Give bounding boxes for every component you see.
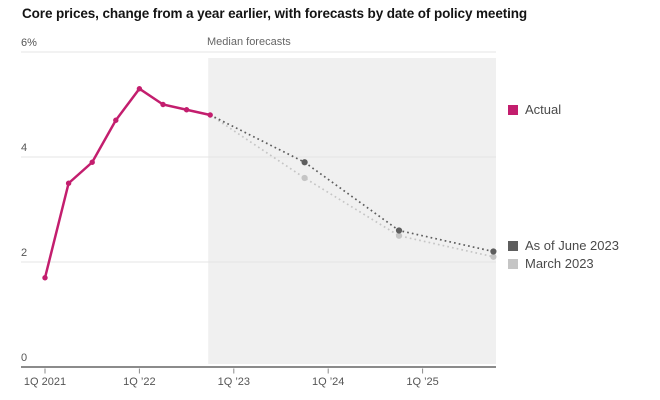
y-axis-label: 6% [21, 37, 37, 49]
x-axis-label: 1Q ’25 [406, 376, 439, 388]
data-point-actual [65, 180, 72, 186]
legend-label-march-2023: March 2023 [525, 256, 594, 271]
y-axis-label: 0 [21, 352, 28, 364]
data-point-actual [160, 101, 166, 108]
series-line-as-of-june-2023 [209, 114, 494, 253]
data-point-as-of-june-2023 [490, 248, 497, 255]
data-point-as-of-june-2023 [395, 227, 403, 234]
data-point-actual [136, 86, 143, 92]
data-point-actual [42, 275, 48, 281]
x-axis-label: 1Q ’24 [311, 376, 345, 388]
series-line-march-2023 [209, 114, 494, 258]
data-point-march-2023 [490, 253, 497, 260]
x-axis-label: 1Q 2021 [23, 376, 67, 388]
chart-title: Core prices, change from a year earlier,… [22, 6, 528, 21]
data-point-actual [89, 159, 95, 165]
data-point-actual [207, 112, 213, 118]
data-point-march-2023 [395, 232, 403, 239]
legend-item-march-2023: March 2023 [508, 256, 594, 271]
legend-swatch-actual-icon [508, 104, 518, 115]
legend-label-june-2023: As of June 2023 [525, 238, 619, 253]
x-axis-label: 1Q ’23 [217, 376, 251, 388]
x-axis-label: 1Q ’22 [123, 376, 156, 388]
legend-label-actual: Actual [525, 102, 562, 117]
legend-item-june-2023: As of June 2023 [508, 238, 619, 253]
data-point-actual [183, 107, 190, 113]
data-point-march-2023 [301, 174, 308, 182]
forecast-region-label: Median forecasts [207, 36, 291, 48]
data-point-as-of-june-2023 [301, 159, 308, 166]
y-axis-label: 4 [21, 142, 28, 154]
data-point-actual [113, 117, 119, 123]
legend-swatch-march-2023-icon [508, 258, 518, 269]
forecast-shaded-region [208, 58, 496, 364]
series-line-actual [43, 87, 211, 279]
y-axis-label: 2 [21, 247, 28, 259]
legend-item-actual: Actual [508, 102, 561, 117]
legend-swatch-june-2023-icon [508, 240, 518, 251]
